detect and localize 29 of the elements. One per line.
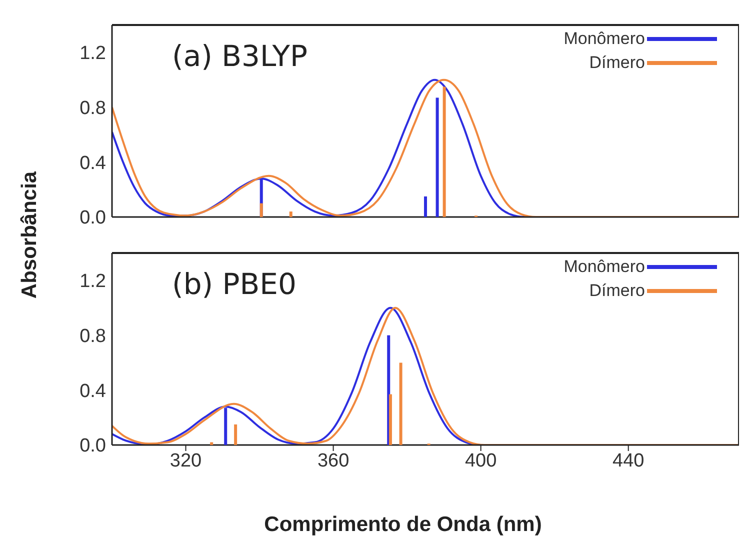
y-tick-label: 0.0	[80, 436, 106, 457]
bar	[260, 203, 263, 217]
y-tick-label: 0.0	[80, 208, 106, 229]
bar	[234, 424, 238, 445]
legend-label: Dímero	[589, 280, 645, 302]
x-tick-label: 360	[317, 450, 350, 472]
bar	[424, 196, 427, 217]
x-tick-label: 320	[170, 450, 202, 472]
y-tick-label: 1.2	[80, 43, 106, 64]
x-axis-title: Comprimento de Onda (nm)	[264, 513, 542, 537]
y-tick-label: 0.4	[80, 152, 106, 174]
y-tick-label: 1.2	[80, 271, 106, 292]
x-tick-label: 400	[464, 450, 497, 472]
y-axis-title: Absorbância	[18, 171, 42, 299]
legend-label: Monômero	[564, 28, 645, 50]
text: (a) B3LYP	[172, 39, 308, 73]
y-tick-label: 0.8	[80, 326, 106, 348]
legend-label: Dímero	[589, 52, 645, 74]
bar	[442, 86, 446, 217]
bar	[210, 442, 214, 445]
bar	[399, 362, 402, 445]
y-tick-label: 0.4	[80, 380, 106, 402]
x-tick-label: 440	[612, 450, 644, 472]
bar	[436, 98, 439, 217]
y-tick-label: 0.8	[80, 98, 106, 120]
legend-label: Monômero	[564, 256, 645, 278]
bar	[289, 212, 292, 217]
bar	[388, 394, 392, 445]
text: (b) PBE0	[172, 267, 296, 301]
